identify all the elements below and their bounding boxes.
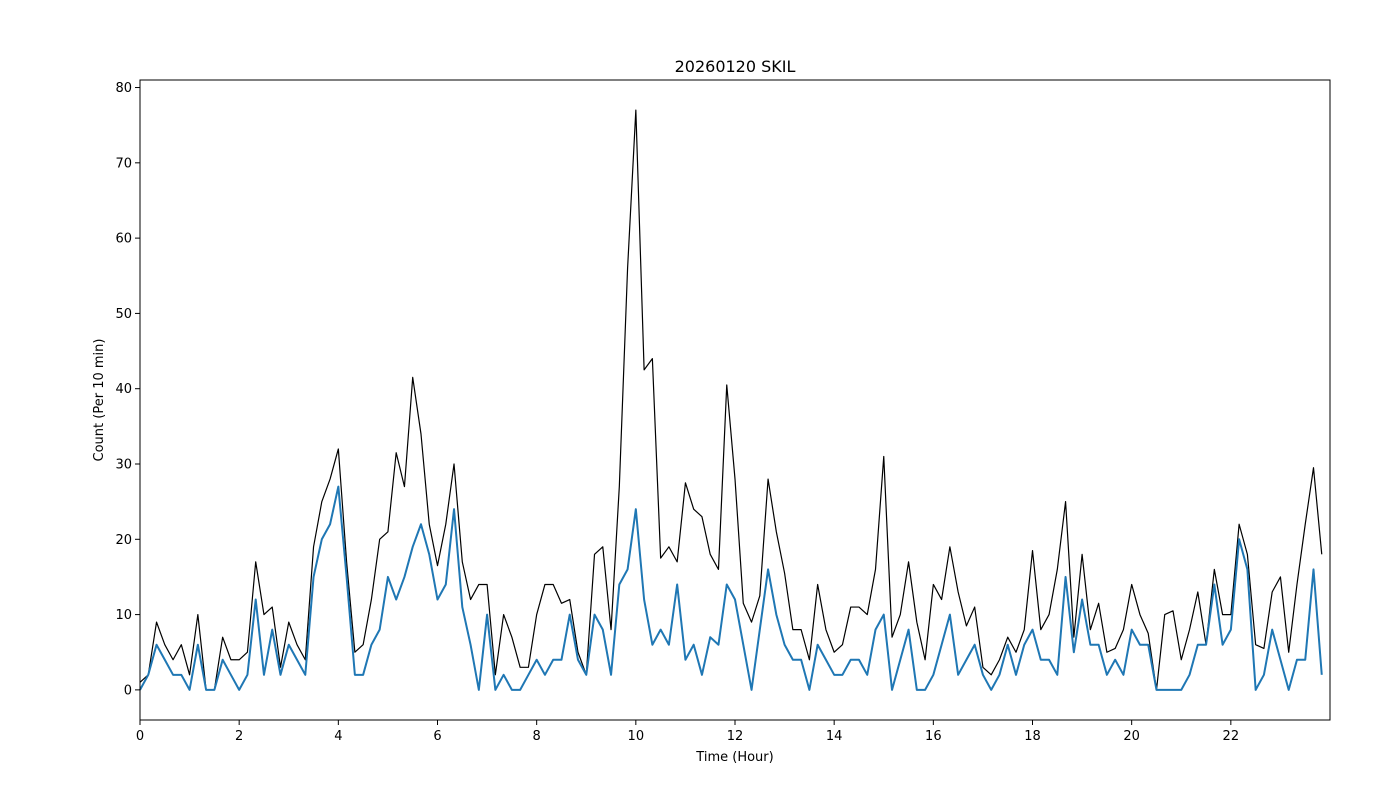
y-tick-label: 10 (115, 608, 132, 623)
chart-title: 20260120 SKIL (675, 57, 796, 76)
y-tick-label: 40 (115, 382, 132, 397)
y-tick-label: 70 (115, 156, 132, 171)
x-tick-label: 2 (235, 729, 243, 744)
x-tick-label: 18 (1024, 729, 1041, 744)
x-tick-label: 20 (1123, 729, 1140, 744)
y-tick-label: 0 (124, 683, 132, 698)
x-tick-label: 0 (136, 729, 144, 744)
x-tick-label: 8 (533, 729, 541, 744)
x-tick-label: 12 (727, 729, 744, 744)
x-tick-label: 14 (826, 729, 843, 744)
plot-frame (139, 79, 1331, 721)
series-line-1 (139, 109, 1323, 691)
y-axis-label: Count (Per 10 min) (92, 339, 107, 462)
x-tick-label: 10 (628, 729, 645, 744)
series-line-2 (139, 485, 1323, 691)
y-tick-label: 60 (115, 232, 132, 247)
x-axis: 0 2 4 6 8 10 12 14 16 18 20 22 (136, 720, 1239, 744)
x-tick-label: 22 (1223, 729, 1240, 744)
x-tick-label: 4 (334, 729, 342, 744)
y-tick-label: 80 (115, 81, 132, 96)
y-tick-label: 30 (115, 458, 132, 473)
series-layer (139, 109, 1323, 691)
y-axis: 0 10 20 30 40 50 60 70 80 (115, 81, 140, 698)
y-tick-label: 20 (115, 533, 132, 548)
x-tick-label: 6 (433, 729, 441, 744)
y-tick-label: 50 (115, 307, 132, 322)
x-axis-label: Time (Hour) (695, 750, 773, 765)
x-tick-label: 16 (925, 729, 942, 744)
